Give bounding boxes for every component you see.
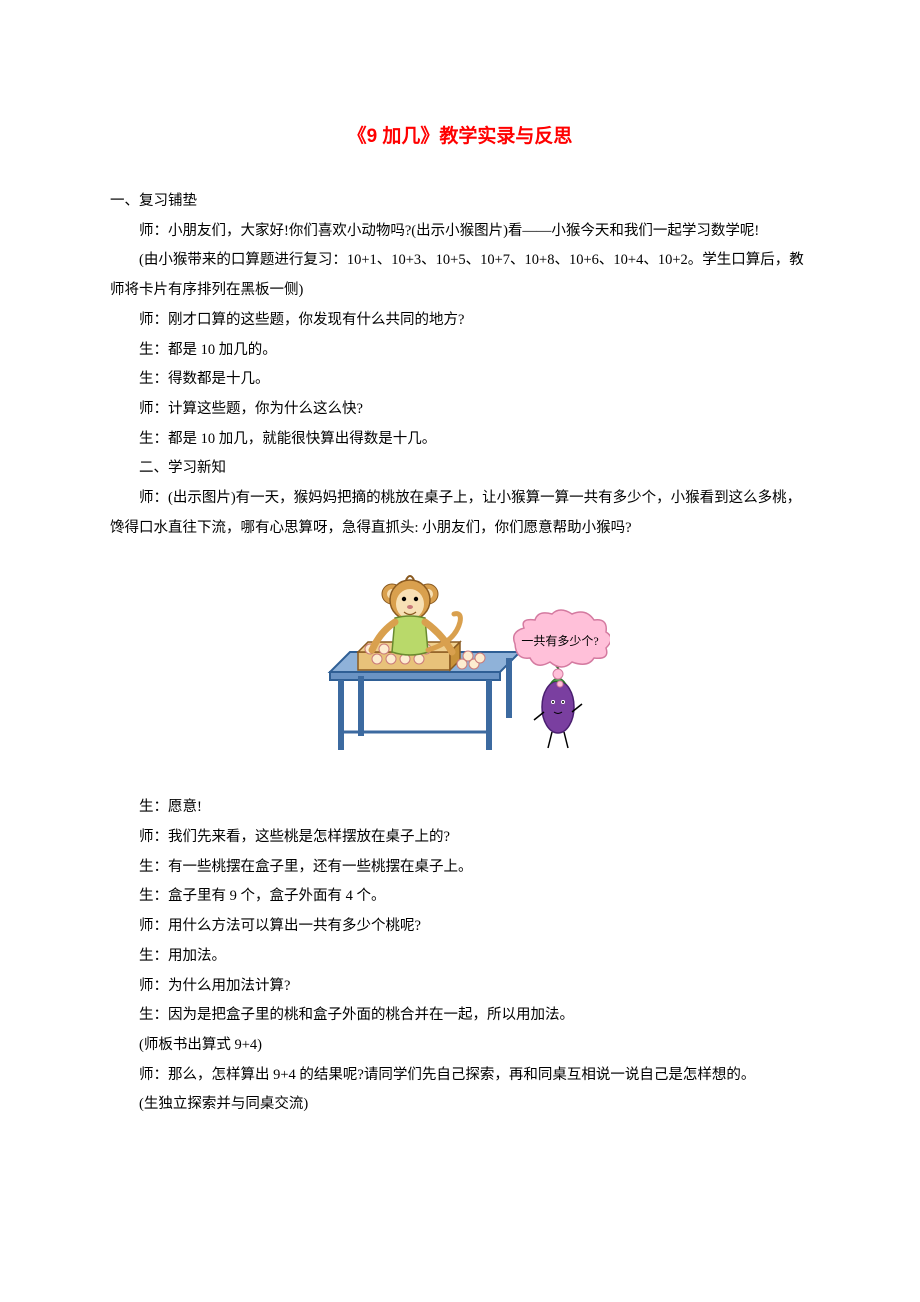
- body-paragraph: 生：用加法。: [110, 942, 810, 972]
- body-paragraph: 生：愿意!: [110, 793, 810, 823]
- body-paragraph: 二、学习新知: [110, 454, 810, 484]
- table-leg: [506, 658, 512, 718]
- body-paragraph: 师：刚才口算的这些题，你发现有什么共同的地方?: [110, 306, 810, 336]
- body-paragraph: (生独立探索并与同桌交流): [110, 1090, 810, 1120]
- lesson-title: 《9 加几》教学实录与反思: [110, 118, 810, 157]
- lesson-illustration: 一共有多少个?: [110, 562, 810, 784]
- body-paragraph: (师板书出算式 9+4): [110, 1031, 810, 1061]
- monkey-peaches-illustration: 一共有多少个?: [310, 562, 610, 772]
- body-paragraph: 师：(出示图片)有一天，猴妈妈把摘的桃放在桌子上，让小猴算一算一共有多少个，小猴…: [110, 484, 810, 543]
- body-paragraph: 生：因为是把盒子里的桃和盒子外面的桃合并在一起，所以用加法。: [110, 1001, 810, 1031]
- body-paragraph: 师：小朋友们，大家好!你们喜欢小动物吗?(出示小猴图片)看——小猴今天和我们一起…: [110, 217, 810, 247]
- body-paragraph: 生：有一些桃摆在盒子里，还有一些桃摆在桌子上。: [110, 853, 810, 883]
- body-paragraph: 师：那么，怎样算出 9+4 的结果呢?请同学们先自己探索，再和同桌互相说一说自己…: [110, 1061, 810, 1091]
- body-text-before-figure: 一、复习铺垫师：小朋友们，大家好!你们喜欢小动物吗?(出示小猴图片)看——小猴今…: [110, 187, 810, 544]
- body-paragraph: 师：为什么用加法计算?: [110, 972, 810, 1002]
- body-paragraph: 师：用什么方法可以算出一共有多少个桃呢?: [110, 912, 810, 942]
- body-paragraph: 一、复习铺垫: [110, 187, 810, 217]
- speech-text: 一共有多少个?: [521, 634, 598, 648]
- body-paragraph: 生：得数都是十几。: [110, 365, 810, 395]
- body-paragraph: 师：计算这些题，你为什么这么快?: [110, 395, 810, 425]
- document-page: 《9 加几》教学实录与反思 一、复习铺垫师：小朋友们，大家好!你们喜欢小动物吗?…: [0, 0, 920, 1200]
- body-paragraph: 生：都是 10 加几的。: [110, 336, 810, 366]
- body-text-after-figure: 生：愿意!师：我们先来看，这些桃是怎样摆放在桌子上的?生：有一些桃摆在盒子里，还…: [110, 793, 810, 1120]
- table-edge: [330, 672, 500, 680]
- speech-bubble: 一共有多少个?: [514, 610, 610, 687]
- table-leg: [338, 680, 344, 750]
- table-leg: [486, 680, 492, 750]
- body-paragraph: 师：我们先来看，这些桃是怎样摆放在桌子上的?: [110, 823, 810, 853]
- body-paragraph: 生：都是 10 加几，就能很快算出得数是十几。: [110, 425, 810, 455]
- table-leg: [358, 676, 364, 736]
- body-paragraph: (由小猴带来的口算题进行复习：10+1、10+3、10+5、10+7、10+8、…: [110, 246, 810, 305]
- body-paragraph: 生：盒子里有 9 个，盒子外面有 4 个。: [110, 882, 810, 912]
